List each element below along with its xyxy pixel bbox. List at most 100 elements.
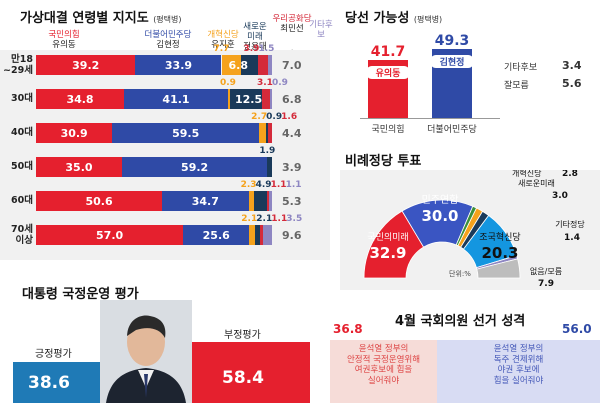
small-value-reform: 7.7	[213, 44, 230, 54]
positive-label: 긍정평가	[35, 349, 72, 361]
segment-value-ppp: 39.2	[72, 58, 100, 72]
unknown-value: 3.9	[282, 161, 302, 174]
slice-label: 민주연합	[422, 194, 459, 206]
slice-label: 새로운미래	[518, 179, 555, 188]
header-reform-line: 유지훈	[211, 40, 235, 50]
segment-value-ppp: 50.6	[85, 194, 113, 208]
slice-value: 30.0	[421, 207, 458, 225]
bar-segment-other	[269, 191, 272, 211]
bar-segment-reform	[227, 89, 231, 109]
slice-value: 7.9	[538, 279, 554, 289]
bar-segment-repro	[260, 225, 263, 245]
row-label: 만18 ~29세	[0, 54, 33, 76]
win-bar-value: 49.3	[434, 32, 470, 49]
slice-label: 기타정당	[555, 219, 585, 229]
unknown-value: 4.4	[282, 127, 302, 140]
bar-segment-ppp	[36, 123, 113, 143]
character-right-bar	[437, 340, 600, 403]
segment-value-dem: 33.9	[164, 58, 193, 72]
segment-value-ppp: 57.0	[96, 228, 124, 242]
small-value-repro: 1.1	[270, 180, 287, 190]
president-photo	[100, 300, 192, 403]
segment-value-dem: 34.7	[191, 194, 219, 208]
bar-segment-ppp	[36, 191, 163, 211]
small-value-reform: 2.1	[241, 214, 258, 224]
slice-value: 32.9	[369, 244, 406, 262]
header-ppp-line: 국민의힘	[48, 30, 80, 40]
age-chart-title: 가상대결 연령별 지지도 (평택병)	[20, 7, 182, 26]
row-label-line: 40대	[11, 127, 33, 138]
negative-label: 부정평가	[224, 329, 261, 341]
bar-segment-dem	[124, 89, 228, 109]
slice-value: 20.3	[481, 244, 518, 262]
small-value-other: 0.9	[271, 78, 288, 88]
small-value-repro: 1.1	[271, 214, 288, 224]
slice-value: 3.0	[552, 191, 568, 201]
segment-value-ppp: 30.9	[60, 126, 88, 140]
character-right-line: 윤석열 정부의	[493, 344, 544, 354]
prop-donut: 국민의미래32.9민주연합30.0조국혁신당20.3녹색정의당1.7개혁신당2.…	[363, 170, 585, 289]
header-future-line: 미래	[247, 32, 263, 42]
small-value-reform: 2.7	[251, 112, 268, 122]
row-label-line: 만18	[11, 54, 33, 65]
small-value-future: 0.9	[266, 112, 283, 122]
bar-segment-future	[265, 123, 269, 143]
small-value-future: 12.5	[234, 93, 263, 106]
prop-unit: 단위:%	[449, 269, 471, 278]
character-left-line: 실어줘야	[367, 375, 400, 386]
bar-segment-dem	[121, 157, 268, 177]
bar-segment-future	[267, 157, 272, 177]
small-value-other: 1.1	[285, 180, 302, 190]
character-title: 4월 국회의원 선거 성격	[395, 314, 526, 329]
row-label-line: ~29세	[3, 65, 33, 76]
header-future-line: 전용태	[243, 42, 267, 52]
row-label: 70세 이상	[0, 224, 33, 246]
character-left-value: 36.8	[333, 322, 363, 336]
character-left-text: 윤석열 정부의 안정적 국정운영위해 여권후보에 힘을 실어줘야	[330, 344, 437, 386]
segment-value-dem: 41.1	[162, 92, 190, 106]
row-label: 50대	[0, 161, 33, 172]
bar-segment-ppp	[36, 157, 122, 177]
age-chart-title-text: 가상대결 연령별 지지도	[20, 11, 149, 26]
negative-value: 58.4	[222, 367, 264, 388]
row-label-line: 이상	[15, 235, 33, 246]
segment-value-dem: 59.5	[172, 126, 200, 140]
bar-segment-reform	[221, 55, 242, 75]
unknown-value: 5.3	[282, 195, 302, 208]
header-ppp: 국민의힘 유의동	[34, 30, 94, 50]
donut-slice	[476, 258, 521, 279]
bar-segment-repro	[268, 123, 272, 143]
win-extra-label: 잘모름	[504, 81, 529, 91]
character-right-line: 힘을 실어줘야	[493, 375, 544, 386]
bar-segment-dem	[162, 191, 249, 211]
character-left-line: 여권후보에 힘을	[354, 365, 413, 375]
bar-segment-dem	[112, 123, 260, 143]
approval-title: 대통령 국정운영 평가	[22, 287, 139, 302]
segment-value-ppp: 35.0	[65, 160, 93, 174]
win-candidate-name: 유의동	[366, 65, 410, 79]
bar-segment-ppp	[36, 55, 136, 75]
slice-value: 2.8	[562, 170, 578, 179]
unknown-value: 6.8	[282, 93, 302, 106]
small-value-future: 4.9	[255, 180, 272, 190]
header-repro-line: 최민선	[280, 24, 304, 34]
bar-segment-ppp	[36, 225, 184, 245]
bar-segment-repro	[266, 191, 270, 211]
character-left-line: 안정적 국정운영위해	[346, 354, 421, 365]
bar-segment-other	[269, 89, 272, 109]
character-left-bar	[330, 340, 438, 403]
small-value-repro: 3.1	[256, 78, 273, 88]
small-value-other: 1.5	[258, 44, 275, 54]
bar-segment-dem	[183, 225, 250, 245]
slice-label: 국민의미래	[367, 232, 408, 243]
header-repro-line: 우리공화당	[272, 14, 312, 24]
stacked-bar: 50.6 34.7	[36, 191, 272, 211]
win-title: 당선 가능성 (평택병)	[345, 7, 442, 26]
bar-segment-other	[262, 225, 272, 245]
character-left-line: 윤석열 정부의	[358, 344, 409, 354]
header-repro: 우리공화당 최민선	[270, 14, 314, 34]
small-value-repro: 1.6	[281, 112, 298, 122]
win-extra-value: 3.4	[562, 59, 582, 72]
header-dem-line: 김현정	[156, 40, 180, 50]
bar-segment-reform	[249, 225, 255, 245]
